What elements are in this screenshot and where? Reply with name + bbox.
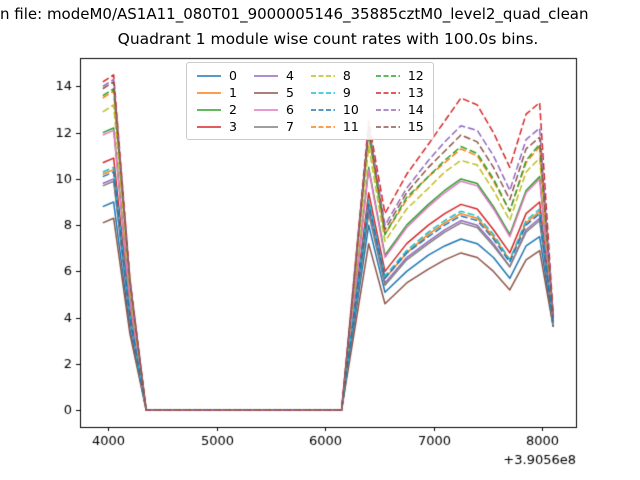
legend-label: 15 [407, 119, 424, 134]
legend-item: 12 [375, 68, 424, 83]
dashed-line-sample-icon [375, 108, 400, 111]
line-sample-icon [253, 91, 278, 94]
legend-label: 6 [285, 102, 294, 117]
legend-item: 1 [196, 85, 237, 100]
legend-item: 11 [310, 119, 359, 134]
legend-item: 6 [253, 102, 294, 117]
legend-label: 7 [285, 119, 294, 134]
line-sample-icon [197, 74, 221, 77]
legend-label: 5 [285, 85, 294, 100]
dashed-line-sample-icon [310, 125, 335, 128]
legend-item: 10 [310, 102, 359, 117]
legend-label: 11 [342, 119, 359, 134]
legend-item: 5 [253, 85, 294, 100]
dashed-line-sample-icon [310, 108, 335, 111]
legend-label: 0 [229, 68, 237, 83]
line-sample-icon [197, 125, 221, 128]
legend-item: 8 [310, 68, 359, 83]
legend-item: 15 [375, 119, 424, 134]
legend-label: 1 [229, 85, 237, 100]
dashed-line-sample-icon [375, 125, 400, 128]
legend-item: 0 [196, 68, 237, 83]
dashed-line-sample-icon [310, 74, 335, 77]
legend-label: 12 [407, 68, 424, 83]
line-sample-icon [253, 108, 278, 111]
line-sample-icon [253, 125, 278, 128]
legend-item: 3 [196, 119, 237, 134]
legend-label: 8 [342, 68, 351, 83]
legend-label: 9 [342, 85, 351, 100]
line-sample-icon [253, 74, 278, 77]
chart-title: Quadrant 1 module wise count rates with … [117, 30, 539, 48]
legend-label: 10 [342, 102, 359, 117]
legend-label: 13 [407, 85, 424, 100]
suptitle: n file: modeM0/AS1A11_080T01_9000005146_… [0, 5, 589, 23]
legend-label: 2 [229, 102, 237, 117]
legend-item: 13 [375, 85, 424, 100]
dashed-line-sample-icon [310, 91, 335, 94]
legend-label: 4 [285, 68, 294, 83]
legend-item: 9 [310, 85, 359, 100]
legend-item: 14 [375, 102, 424, 117]
legend-label: 14 [407, 102, 424, 117]
legend-item: 4 [253, 68, 294, 83]
line-sample-icon [197, 91, 221, 94]
dashed-line-sample-icon [375, 91, 400, 94]
legend-item: 2 [196, 102, 237, 117]
legend-label: 3 [229, 119, 237, 134]
dashed-line-sample-icon [375, 74, 400, 77]
legend: 0 1 2 3 4 5 6 7 8 9 10 11 12 13 14 15 [186, 62, 434, 140]
line-sample-icon [197, 108, 221, 111]
legend-item: 7 [253, 119, 294, 134]
